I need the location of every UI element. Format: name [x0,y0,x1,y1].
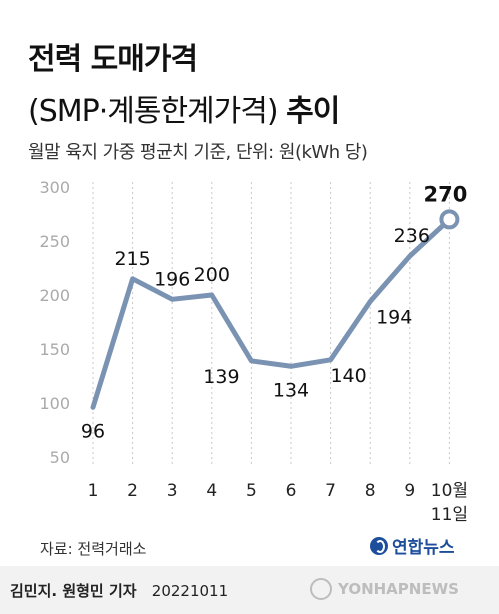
chart-subtitle: 월말 육지 가중 평균치 기준, 단위: 원(kWh 당) [28,142,368,163]
y-tick-label: 150 [39,340,70,359]
reporter-names: 김민지. 원형민 기자 [10,582,137,600]
watermark-text: YONHAPNEWS [338,580,459,598]
data-point-last [439,209,460,230]
data-label: 200 [194,264,230,286]
x-tick-label: 5 [246,481,257,501]
chart-title-line2: (SMP·계통한계가격) 추이 [28,86,340,130]
data-label: 134 [273,379,309,401]
line-chart: 50 100 150 200 250 300 1 2 3 4 5 6 7 8 9 10월 11일 96 215196… [39,178,468,525]
source-note: 자료: 전력거래소 [40,540,147,558]
series-line [90,216,452,410]
watermark-icon [310,578,332,600]
credit-line: 김민지. 원형민 기자 20221011 [10,580,228,601]
data-label: 96 [81,420,105,442]
x-tick-label: 8 [365,481,376,501]
chart-title-line1: 전력 도매가격 [28,42,198,77]
y-tick-label: 200 [39,286,70,305]
watermark: YONHAPNEWS [310,578,459,600]
x-tick-label: 2 [127,481,138,501]
yonhap-logo-text: 연합뉴스 [392,538,455,558]
x-tick-label: 1 [88,481,99,501]
data-label: 194 [376,306,412,328]
yonhap-logo: 연합뉴스 [370,533,455,558]
y-tick-label: 300 [39,178,70,197]
y-tick-label: 100 [39,394,70,413]
data-label: 215 [114,248,150,270]
yonhap-logo-icon [370,536,388,555]
data-label: 139 [203,366,239,388]
title-smp: (SMP·계통한계가격) [28,94,279,129]
publish-date: 20221011 [151,582,229,600]
x-tick-label: 9 [404,481,415,501]
data-label: 236 [394,225,430,247]
x-tick-label: 3 [167,481,178,501]
y-tick-label: 50 [50,448,70,467]
x-tick-label: 10월 [431,481,468,501]
y-tick-label: 250 [39,232,70,251]
x-tick-label: 7 [325,481,336,501]
data-label: 270 [423,182,467,206]
x-tick-label: 4 [206,481,217,501]
title-trend: 추이 [286,94,340,129]
data-label: 196 [154,268,190,290]
x-tick-label: 6 [286,481,297,501]
data-label: 140 [330,365,366,387]
x-tick-label: 11일 [431,505,468,525]
footer-bar [0,566,499,614]
